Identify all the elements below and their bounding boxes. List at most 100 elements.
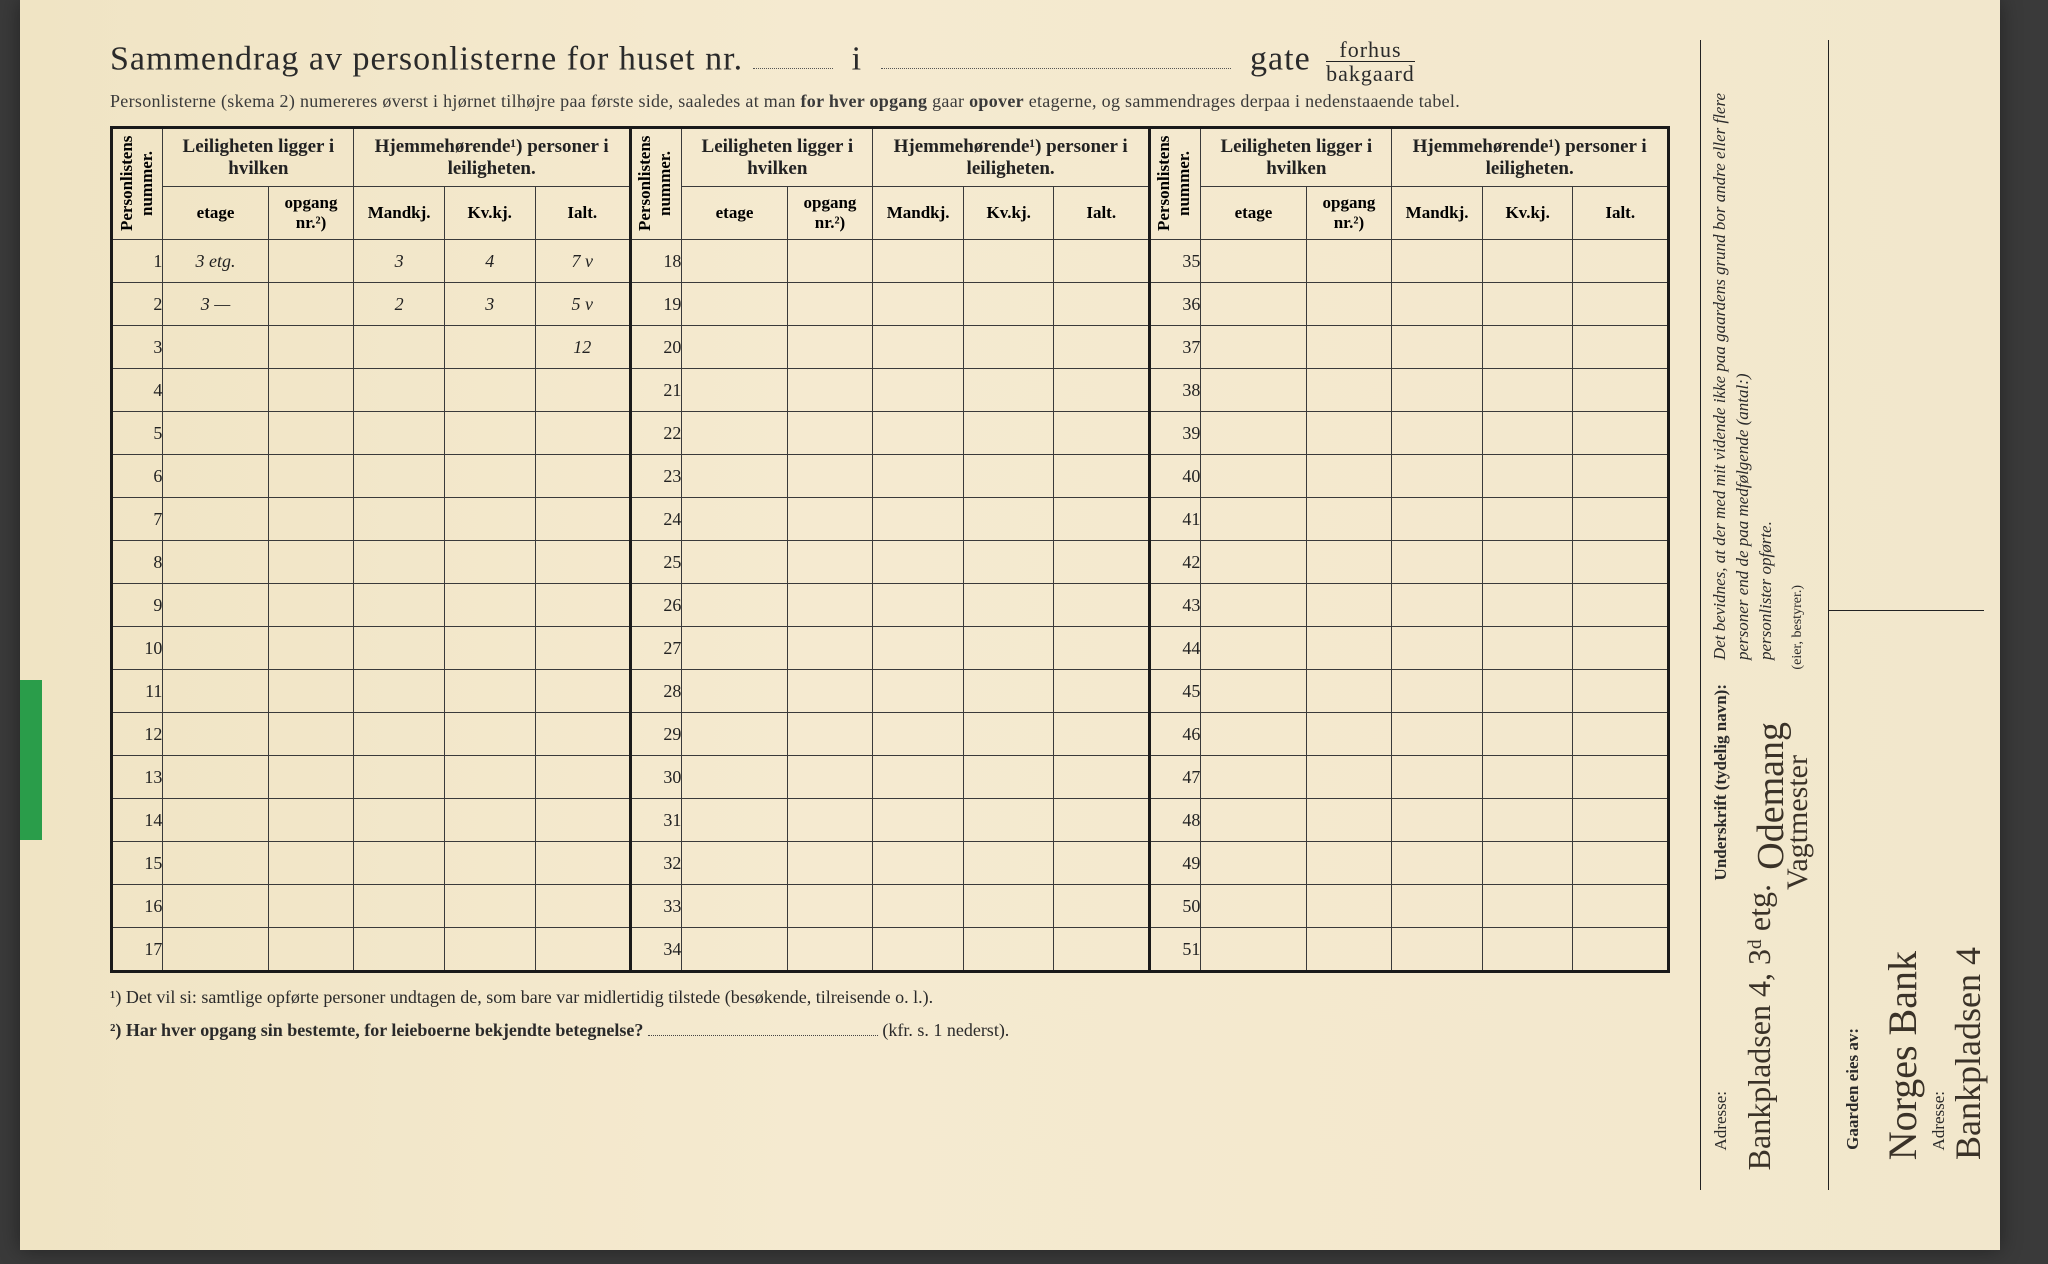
- sub-kvkj-3: Kv.kj.: [1482, 187, 1573, 240]
- table-cell: [1392, 928, 1483, 972]
- table-cell: [1054, 928, 1149, 972]
- footnote-1: ¹) Det vil si: samtlige opførte personer…: [110, 987, 1670, 1008]
- table-cell: [268, 670, 354, 713]
- table-cell: [873, 412, 964, 455]
- table-cell: [1201, 928, 1306, 972]
- table-cell: 13: [112, 756, 163, 799]
- table-cell: [1482, 756, 1573, 799]
- table-cell: 49: [1149, 842, 1200, 885]
- table-cell: 21: [630, 369, 681, 412]
- owner-address: Bankpladsen 4: [1947, 947, 1989, 1160]
- table-cell: [444, 713, 535, 756]
- table-cell: [268, 283, 354, 326]
- table-row: 92643: [112, 584, 1669, 627]
- table-cell: [787, 455, 873, 498]
- table-cell: [1306, 584, 1392, 627]
- table-cell: [163, 369, 268, 412]
- table-row: 72441: [112, 498, 1669, 541]
- frac-top: forhus: [1326, 38, 1415, 62]
- table-cell: [1482, 627, 1573, 670]
- table-cell: [163, 455, 268, 498]
- table-cell: [1054, 455, 1149, 498]
- sub-opgang-2: opgang nr.²): [787, 187, 873, 240]
- table-cell: [444, 885, 535, 928]
- sub-ialt-1: Ialt.: [535, 187, 630, 240]
- table-cell: [682, 670, 787, 713]
- table-row: 13 etg.347 v1835: [112, 240, 1669, 283]
- table-cell: [535, 412, 630, 455]
- table-cell: [873, 240, 964, 283]
- table-cell: [787, 799, 873, 842]
- table-cell: [535, 713, 630, 756]
- table-row: 163350: [112, 885, 1669, 928]
- table-cell: [1306, 670, 1392, 713]
- table-row: 102744: [112, 627, 1669, 670]
- footnote-2-blank: [648, 1021, 878, 1036]
- col-hjemme-2: Hjemmehørende¹) personer i leiligheten.: [873, 128, 1150, 187]
- table-cell: [1392, 412, 1483, 455]
- table-cell: [1482, 584, 1573, 627]
- table-cell: [682, 842, 787, 885]
- sub-kvkj-2: Kv.kj.: [963, 187, 1054, 240]
- table-cell: 28: [630, 670, 681, 713]
- table-cell: [1054, 326, 1149, 369]
- table-cell: [444, 369, 535, 412]
- table-cell: [1306, 283, 1392, 326]
- table-cell: [787, 756, 873, 799]
- table-cell: [1573, 756, 1669, 799]
- sub-mandkj-3: Mandkj.: [1392, 187, 1483, 240]
- table-cell: [535, 627, 630, 670]
- table-cell: 50: [1149, 885, 1200, 928]
- table-cell: [354, 885, 445, 928]
- table-row: 143148: [112, 799, 1669, 842]
- table-cell: [1482, 541, 1573, 584]
- col-personlistens-1: Personlistens nummer.: [112, 128, 163, 240]
- blank-house-nr: [753, 46, 833, 69]
- table-cell: 26: [630, 584, 681, 627]
- footnote-2-text: ²) Har hver opgang sin bestemte, for lei…: [110, 1020, 643, 1040]
- table-cell: 3: [444, 283, 535, 326]
- table-cell: [1482, 412, 1573, 455]
- table-cell: [1306, 842, 1392, 885]
- table-cell: [354, 670, 445, 713]
- col-personlistens-3: Personlistens nummer.: [1149, 128, 1200, 240]
- table-cell: [1482, 369, 1573, 412]
- table-cell: [873, 498, 964, 541]
- table-cell: [787, 928, 873, 972]
- table-cell: [682, 885, 787, 928]
- table-cell: [1054, 541, 1149, 584]
- table-cell: [535, 670, 630, 713]
- table-cell: 2: [354, 283, 445, 326]
- sub-ialt-2: Ialt.: [1054, 187, 1149, 240]
- table-cell: [963, 283, 1054, 326]
- table-cell: [1201, 627, 1306, 670]
- table-cell: [1306, 928, 1392, 972]
- sub-etage-2: etage: [682, 187, 787, 240]
- table-cell: [163, 584, 268, 627]
- table-cell: 30: [630, 756, 681, 799]
- table-cell: [268, 627, 354, 670]
- table-cell: 14: [112, 799, 163, 842]
- table-cell: [444, 842, 535, 885]
- table-cell: [1201, 326, 1306, 369]
- table-cell: 27: [630, 627, 681, 670]
- subtitle-d: opover: [969, 91, 1024, 111]
- table-cell: [1392, 885, 1483, 928]
- table-cell: [1573, 541, 1669, 584]
- table-row: 3122037: [112, 326, 1669, 369]
- table-cell: [963, 799, 1054, 842]
- table-cell: [535, 799, 630, 842]
- table-cell: [444, 584, 535, 627]
- table-cell: [963, 455, 1054, 498]
- table-cell: [163, 799, 268, 842]
- table-cell: [873, 369, 964, 412]
- table-row: 42138: [112, 369, 1669, 412]
- adresse-label-1: Adresse:: [1711, 1091, 1731, 1150]
- table-cell: [268, 412, 354, 455]
- table-cell: [1306, 713, 1392, 756]
- table-cell: [787, 240, 873, 283]
- table-cell: [163, 627, 268, 670]
- table-cell: 42: [1149, 541, 1200, 584]
- table-cell: [354, 842, 445, 885]
- table-row: 23 —235 v1936: [112, 283, 1669, 326]
